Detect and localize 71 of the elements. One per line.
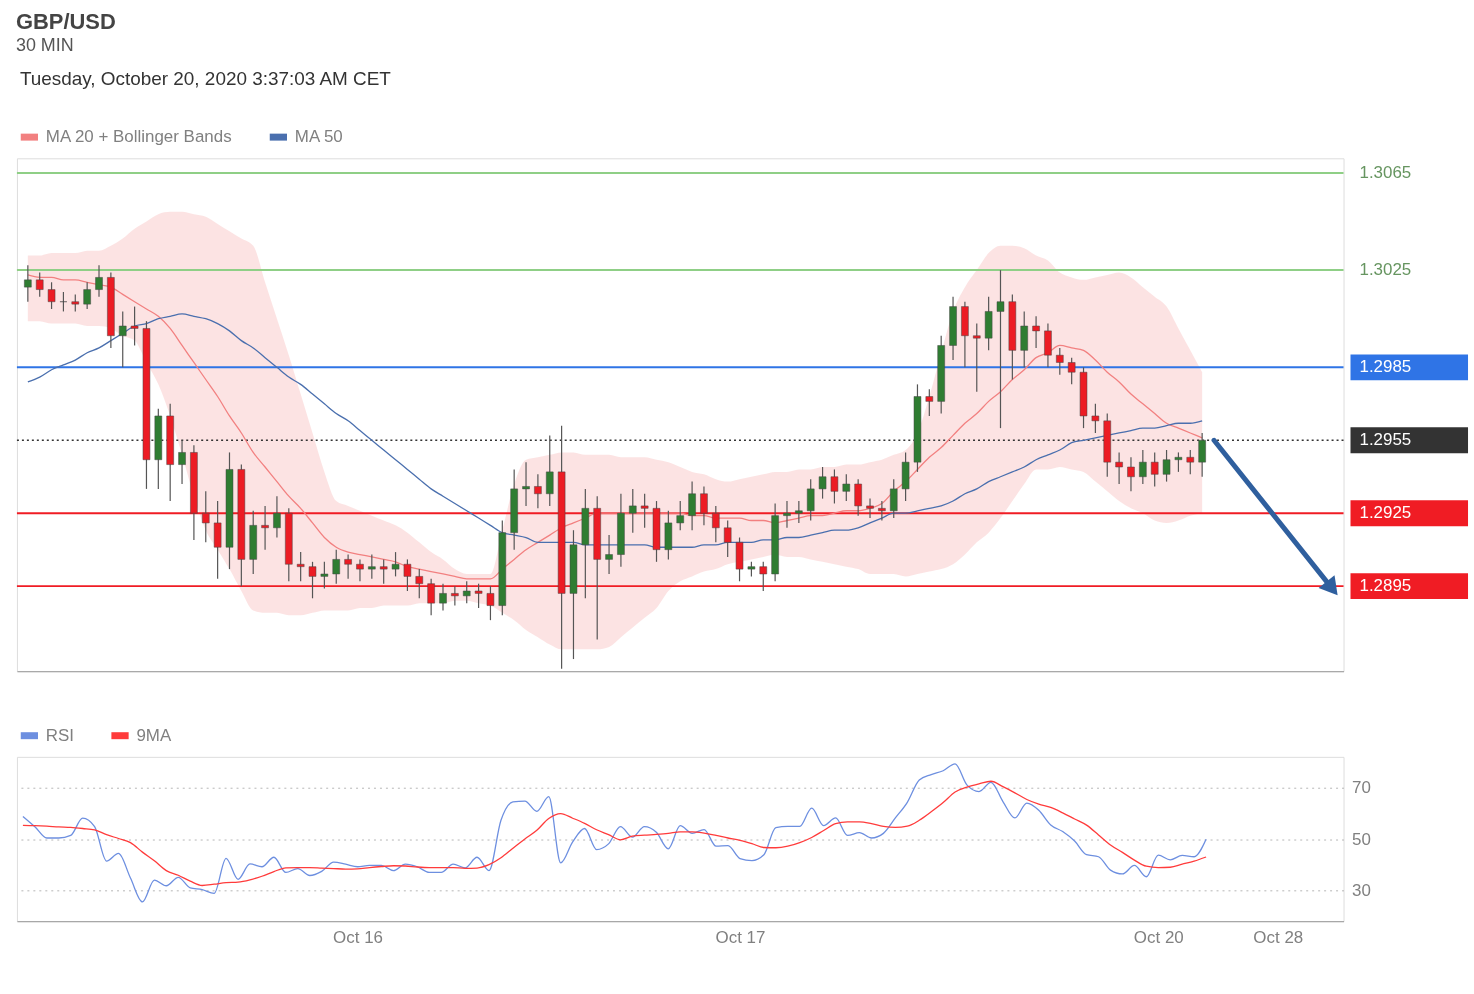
- candlestick: [1174, 451, 1183, 473]
- y-tick-label: 70: [1352, 778, 1371, 798]
- candlestick: [119, 310, 127, 368]
- candlestick: [1162, 449, 1171, 483]
- candlestick: [273, 495, 281, 539]
- ref-line-label: 1.3025: [1359, 260, 1412, 280]
- candlestick: [996, 269, 1005, 429]
- candlestick: [1056, 347, 1064, 376]
- candlestick: [1127, 456, 1135, 492]
- candlestick: [688, 481, 696, 531]
- candlestick: [1198, 432, 1206, 478]
- chart-title: GBP/USD: [15, 8, 116, 34]
- candlestick: [1091, 403, 1100, 434]
- candlestick: [130, 305, 139, 347]
- ref-line-label: 1.3065: [1359, 162, 1412, 182]
- chart-subtitle: 30 MIN: [15, 34, 74, 55]
- candlestick: [24, 264, 32, 303]
- candlestick: [1067, 357, 1076, 385]
- legend-label: MA 50: [294, 127, 343, 147]
- ref-line-label: 1.2985: [1359, 357, 1412, 377]
- text: Tuesday, October 20, 2020 3:37:03 AM CET: [19, 67, 392, 89]
- candlestick: [59, 291, 68, 313]
- candlestick: [95, 264, 103, 298]
- candlestick: [842, 473, 851, 502]
- candlestick: [320, 561, 329, 590]
- candlestick: [332, 549, 340, 585]
- candlestick: [1186, 449, 1195, 475]
- candlestick: [925, 388, 934, 417]
- candlestick: [178, 439, 186, 485]
- candlestick: [818, 466, 827, 500]
- candlestick: [676, 500, 684, 531]
- candlestick: [368, 553, 376, 580]
- candlestick: [344, 553, 352, 580]
- ref-line-label: 1.2955: [1359, 430, 1412, 450]
- candlestick: [629, 488, 637, 534]
- candlestick: [356, 558, 364, 582]
- ref-line-label: 1.2895: [1359, 576, 1412, 596]
- candlestick: [723, 519, 732, 558]
- legend-label: 9MA: [136, 725, 172, 745]
- candlestick: [534, 473, 542, 509]
- candlestick: [439, 583, 447, 612]
- candlestick: [890, 478, 898, 519]
- line-series: [22, 763, 1207, 903]
- candlestick: [806, 478, 815, 522]
- candlestick: [795, 500, 803, 524]
- line-series: [22, 780, 1207, 887]
- candlestick: [605, 534, 613, 575]
- candlestick: [973, 322, 981, 393]
- x-tick-label: Oct 17: [715, 927, 766, 947]
- candlestick: [546, 434, 554, 507]
- candlestick: [296, 551, 305, 582]
- legend-label: MA 20 + Bollinger Bands: [45, 127, 232, 147]
- candlestick: [391, 551, 400, 577]
- ref-line-label: 1.2925: [1359, 503, 1412, 523]
- candlestick: [47, 281, 56, 310]
- candlestick: [35, 271, 44, 298]
- candlestick: [1032, 315, 1040, 349]
- y-tick-label: 30: [1352, 880, 1371, 900]
- x-tick-label: Oct 20: [1133, 927, 1184, 947]
- candlestick: [1139, 449, 1147, 485]
- candlestick: [783, 500, 791, 529]
- candlestick: [830, 468, 839, 505]
- candlestick: [522, 461, 530, 507]
- legend-label: RSI: [45, 725, 75, 745]
- candlestick: [1115, 451, 1123, 485]
- x-tick-label: Oct 28: [1253, 927, 1304, 947]
- candlestick: [1150, 451, 1159, 488]
- candlestick: [83, 281, 91, 310]
- y-tick-label: 50: [1352, 829, 1371, 849]
- x-tick-label: Oct 16: [333, 927, 383, 947]
- candlestick: [462, 580, 471, 604]
